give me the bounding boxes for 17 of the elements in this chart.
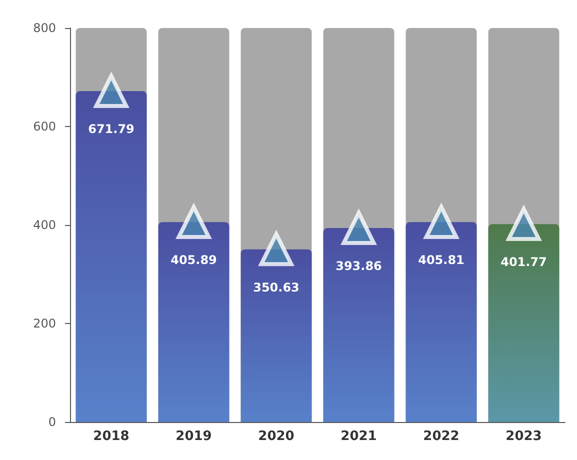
data-label: 401.77 bbox=[500, 255, 547, 270]
data-label: 350.63 bbox=[253, 280, 300, 294]
y-tick-label: 400 bbox=[33, 218, 56, 232]
y-tick-label: 200 bbox=[33, 316, 56, 330]
x-tick-label: 2018 bbox=[93, 429, 130, 444]
data-label: 405.89 bbox=[170, 253, 217, 268]
x-tick-label: 2019 bbox=[176, 429, 212, 444]
data-label: 393.86 bbox=[336, 259, 382, 274]
y-tick-label: 600 bbox=[33, 120, 56, 134]
x-tick-label: 2023 bbox=[506, 429, 542, 444]
data-label: 671.79 bbox=[88, 122, 134, 136]
x-tick-label: 2020 bbox=[258, 429, 294, 444]
x-tick-label: 2022 bbox=[423, 429, 460, 444]
data-label: 405.81 bbox=[418, 253, 464, 268]
y-tick-label: 0 bbox=[48, 415, 56, 429]
x-tick-label: 2021 bbox=[340, 429, 377, 444]
y-tick-label: 800 bbox=[33, 21, 56, 35]
